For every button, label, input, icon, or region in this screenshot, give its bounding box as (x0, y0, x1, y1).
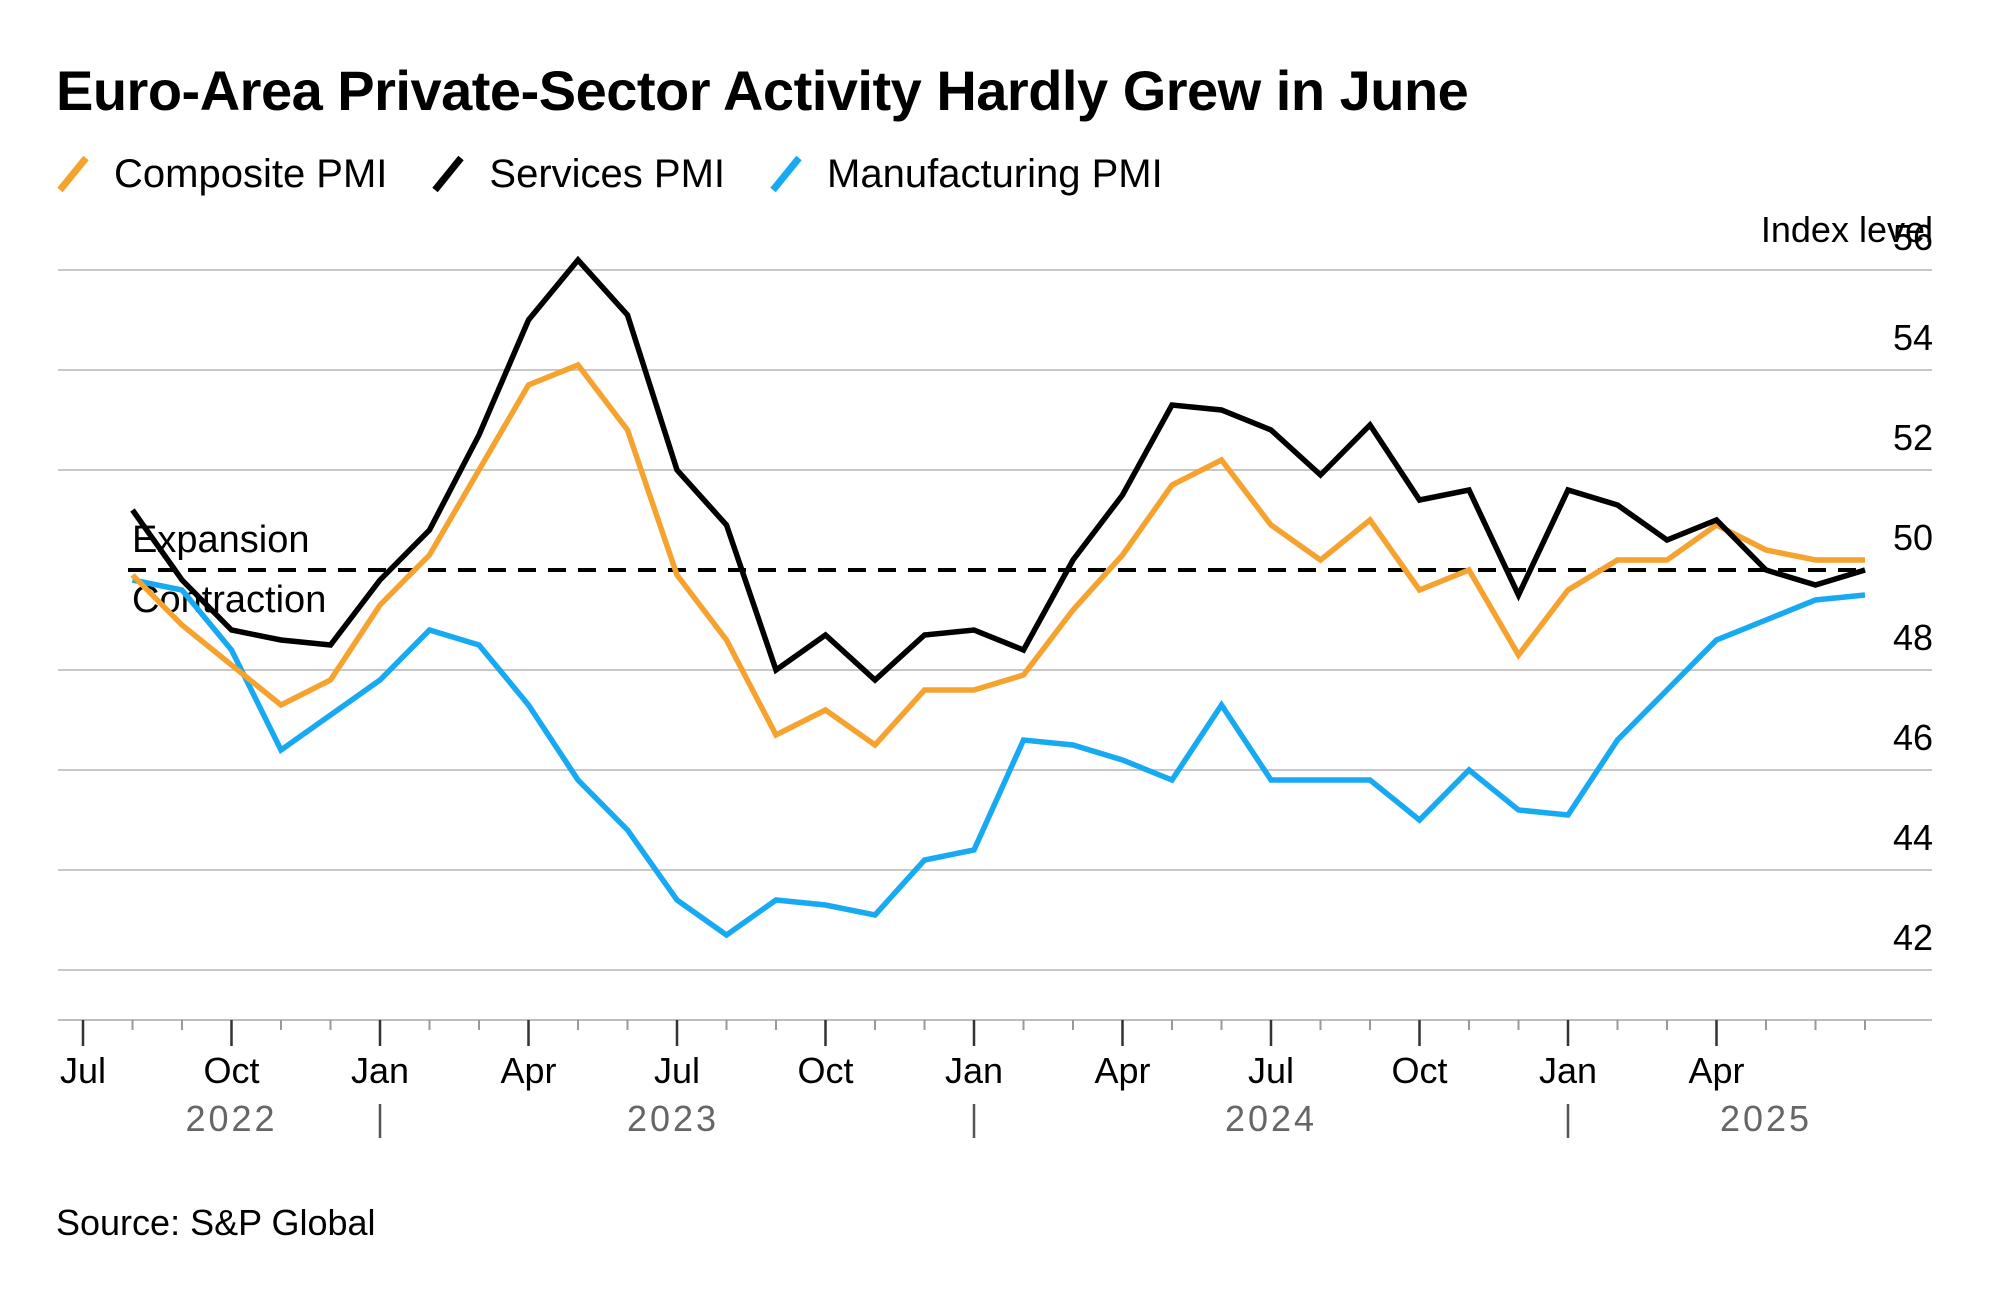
x-tick-label: Apr (500, 1050, 556, 1091)
series-lines (130, 255, 1866, 939)
y-tick-label: 48 (1893, 617, 1933, 658)
legend-swatch-manufacturing (770, 155, 802, 193)
x-tick-label: Jul (1248, 1050, 1294, 1091)
x-year-label: 2023 (627, 1098, 719, 1139)
source-note: Source: S&P Global (56, 1202, 376, 1243)
x-tick-label: Oct (797, 1050, 853, 1091)
x-tick-label: Jul (60, 1050, 106, 1091)
x-year-label: 2025 (1720, 1098, 1812, 1139)
y-tick-labels: 42 44 46 48 50 52 54 56 (1893, 217, 1933, 958)
x-tick-label: Jan (1539, 1050, 1597, 1091)
chart-title: Euro-Area Private-Sector Activity Hardly… (56, 59, 1469, 122)
y-tick-label: 46 (1893, 717, 1933, 758)
y-tick-label: 50 (1893, 517, 1933, 558)
legend: Composite PMI Services PMI Manufacturing… (56, 148, 1207, 200)
y-axis-label: Index level (1761, 209, 1933, 250)
series-line-composite (130, 361, 1865, 749)
expansion-label: Expansion (132, 519, 309, 561)
x-year-label: 2024 (1225, 1098, 1317, 1139)
legend-label-composite: Composite PMI (114, 151, 388, 196)
x-tick-label: Oct (203, 1050, 259, 1091)
x-axis: Jul Oct Jan Apr Jul Oct Jan Apr Jul Oct Jan Apr 2022… (58, 1019, 1932, 1139)
y-tick-label: 52 (1893, 417, 1933, 458)
series-line-manufacturing (131, 577, 1866, 939)
x-tick-label: Jan (351, 1050, 409, 1091)
series-line-services (130, 255, 1866, 684)
y-tick-label: 56 (1893, 217, 1933, 258)
gridlines (58, 269, 1932, 971)
legend-label-services: Services PMI (489, 151, 726, 196)
y-tick-label: 42 (1893, 917, 1933, 958)
x-tick-label: Oct (1391, 1050, 1447, 1091)
legend-item-services: Services PMI (431, 152, 725, 197)
x-tick-label: Apr (1688, 1050, 1744, 1091)
legend-swatch-composite (57, 155, 89, 193)
x-tick-label: Jul (654, 1050, 700, 1091)
legend-label-manufacturing: Manufacturing PMI (827, 151, 1163, 196)
legend-item-composite: Composite PMI (56, 152, 387, 197)
y-tick-label: 54 (1893, 317, 1933, 358)
legend-swatch-services (432, 155, 465, 193)
x-tick-label: Apr (1094, 1050, 1150, 1091)
y-tick-label: 44 (1893, 817, 1933, 858)
legend-item-manufacturing: Manufacturing PMI (769, 152, 1163, 197)
x-tick-label: Jan (945, 1050, 1003, 1091)
x-year-label: 2022 (185, 1098, 277, 1139)
